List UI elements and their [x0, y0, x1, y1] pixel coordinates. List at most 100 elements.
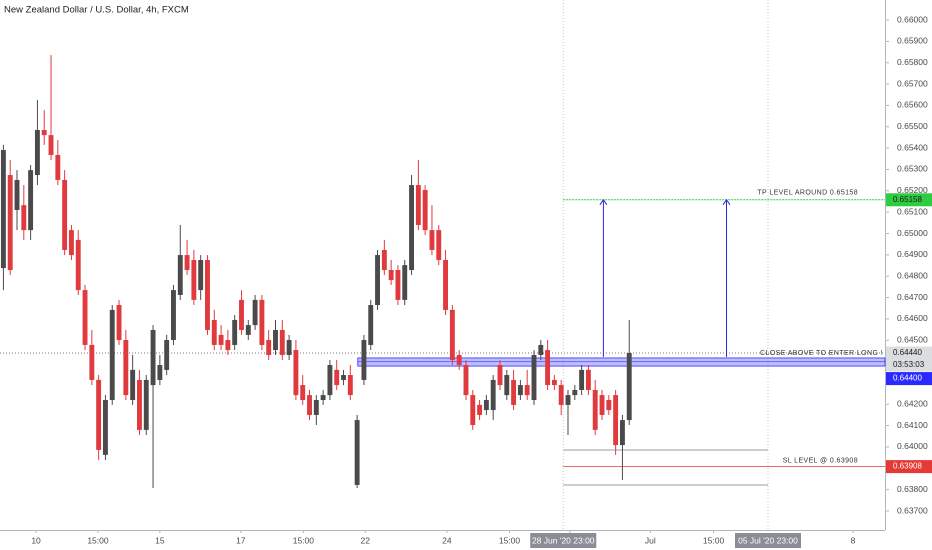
range-end-label: 05 Jul '20 23:00	[738, 535, 798, 545]
x-tick-label: 15	[155, 535, 165, 545]
countdown-tag: 03:53:03	[893, 360, 925, 369]
candle-body	[381, 249, 387, 271]
candle-body	[48, 135, 54, 155]
candle-body	[361, 340, 367, 380]
candle-body	[436, 230, 442, 260]
y-tick-label: 0.63700	[897, 505, 928, 515]
candle-body	[565, 395, 571, 405]
candle-body	[531, 354, 537, 401]
x-tick-label: 15:00	[293, 535, 315, 545]
x-tick-label: 17	[236, 535, 246, 545]
entry-price-tag: 0.64400	[893, 374, 922, 383]
x-tick-label: 24	[442, 535, 452, 545]
candle-body	[626, 353, 632, 421]
y-tick-label: 0.65600	[897, 100, 928, 110]
sl-price-tag: 0.63908	[893, 462, 922, 471]
y-tick-label: 0.66000	[897, 14, 928, 24]
y-tick-label: 0.64100	[897, 420, 928, 430]
candle-body	[96, 379, 102, 450]
last-price-tag-bg	[886, 346, 932, 360]
candle-body	[191, 259, 197, 300]
candle-body	[177, 255, 183, 295]
candle-body	[490, 379, 496, 411]
candle-body	[184, 255, 190, 271]
range-end-label-bg	[734, 533, 801, 548]
candle-body	[0, 150, 6, 269]
x-tick-label: 8	[851, 535, 856, 545]
candle-body	[341, 375, 346, 380]
candle-body	[300, 385, 306, 401]
candle-body	[524, 385, 530, 396]
candle-body	[483, 400, 489, 411]
candle-body	[232, 319, 238, 345]
x-tick-label: 15:00	[703, 535, 725, 545]
candle-body	[443, 259, 449, 310]
candle-body	[395, 270, 401, 300]
candle-body	[150, 329, 156, 386]
y-tick-label: 0.64800	[897, 270, 928, 280]
y-tick-label: 0.65900	[897, 36, 928, 46]
candle-body	[463, 365, 469, 396]
candle-body	[218, 334, 224, 345]
entry-price-tag-bg	[886, 372, 932, 386]
candle-body	[205, 259, 210, 330]
arrow-head	[599, 198, 608, 206]
candle-body	[157, 365, 163, 380]
candle-body	[109, 309, 115, 401]
candle-body	[477, 404, 483, 415]
candle-body	[347, 375, 353, 396]
candle-body	[619, 420, 625, 446]
y-tick-label: 0.65800	[897, 57, 928, 67]
x-tick-label: 10	[31, 535, 41, 545]
x-tick-label: 22	[361, 535, 371, 545]
y-tick-label: 0.65500	[897, 121, 928, 131]
candle-body	[164, 340, 170, 370]
candle-body	[497, 365, 503, 386]
candle-body	[41, 129, 47, 136]
candle-body	[320, 395, 326, 401]
candle-body	[375, 255, 380, 306]
candle-body	[558, 385, 564, 405]
candle-body	[55, 154, 61, 180]
candle-body	[313, 400, 319, 415]
y-tick-label: 0.64900	[897, 249, 928, 259]
tp-price-tag-bg	[886, 193, 932, 207]
candle-body	[252, 299, 258, 326]
candle-body	[368, 305, 374, 345]
candle-body	[7, 175, 13, 271]
y-tick-label: 0.65400	[897, 142, 928, 152]
candle-body	[21, 205, 27, 231]
candle-body	[327, 365, 333, 396]
x-tick-label: 15:00	[499, 535, 521, 545]
candle-body	[130, 369, 136, 401]
candle-body	[82, 290, 88, 345]
candle-body	[599, 395, 605, 415]
candle-body	[572, 389, 578, 396]
candle-body	[245, 325, 251, 335]
range-start-label: 28 Jun '20 23:00	[532, 535, 595, 545]
candle-body	[456, 354, 462, 366]
candle-body	[293, 350, 299, 396]
candle-body	[545, 350, 551, 386]
y-tick-label: 0.65300	[897, 164, 928, 174]
candle-body	[75, 239, 81, 291]
candle-body	[470, 395, 476, 425]
candle-body	[123, 340, 129, 396]
candle-body	[429, 230, 435, 250]
countdown-tag-bg	[886, 358, 932, 372]
y-tick-label: 0.63800	[897, 484, 928, 494]
candle-body	[28, 170, 34, 231]
y-tick-label: 0.64700	[897, 292, 928, 302]
y-tick-label: 0.64500	[897, 334, 928, 344]
candle-body	[538, 344, 544, 355]
candle-body	[551, 379, 557, 386]
candle-body	[422, 189, 428, 231]
candle-body	[198, 259, 204, 291]
candle-body	[409, 185, 414, 271]
candle-body	[14, 179, 20, 211]
sl-note: SL LEVEL @ 0.63908	[783, 457, 858, 464]
candle-body	[517, 385, 523, 396]
